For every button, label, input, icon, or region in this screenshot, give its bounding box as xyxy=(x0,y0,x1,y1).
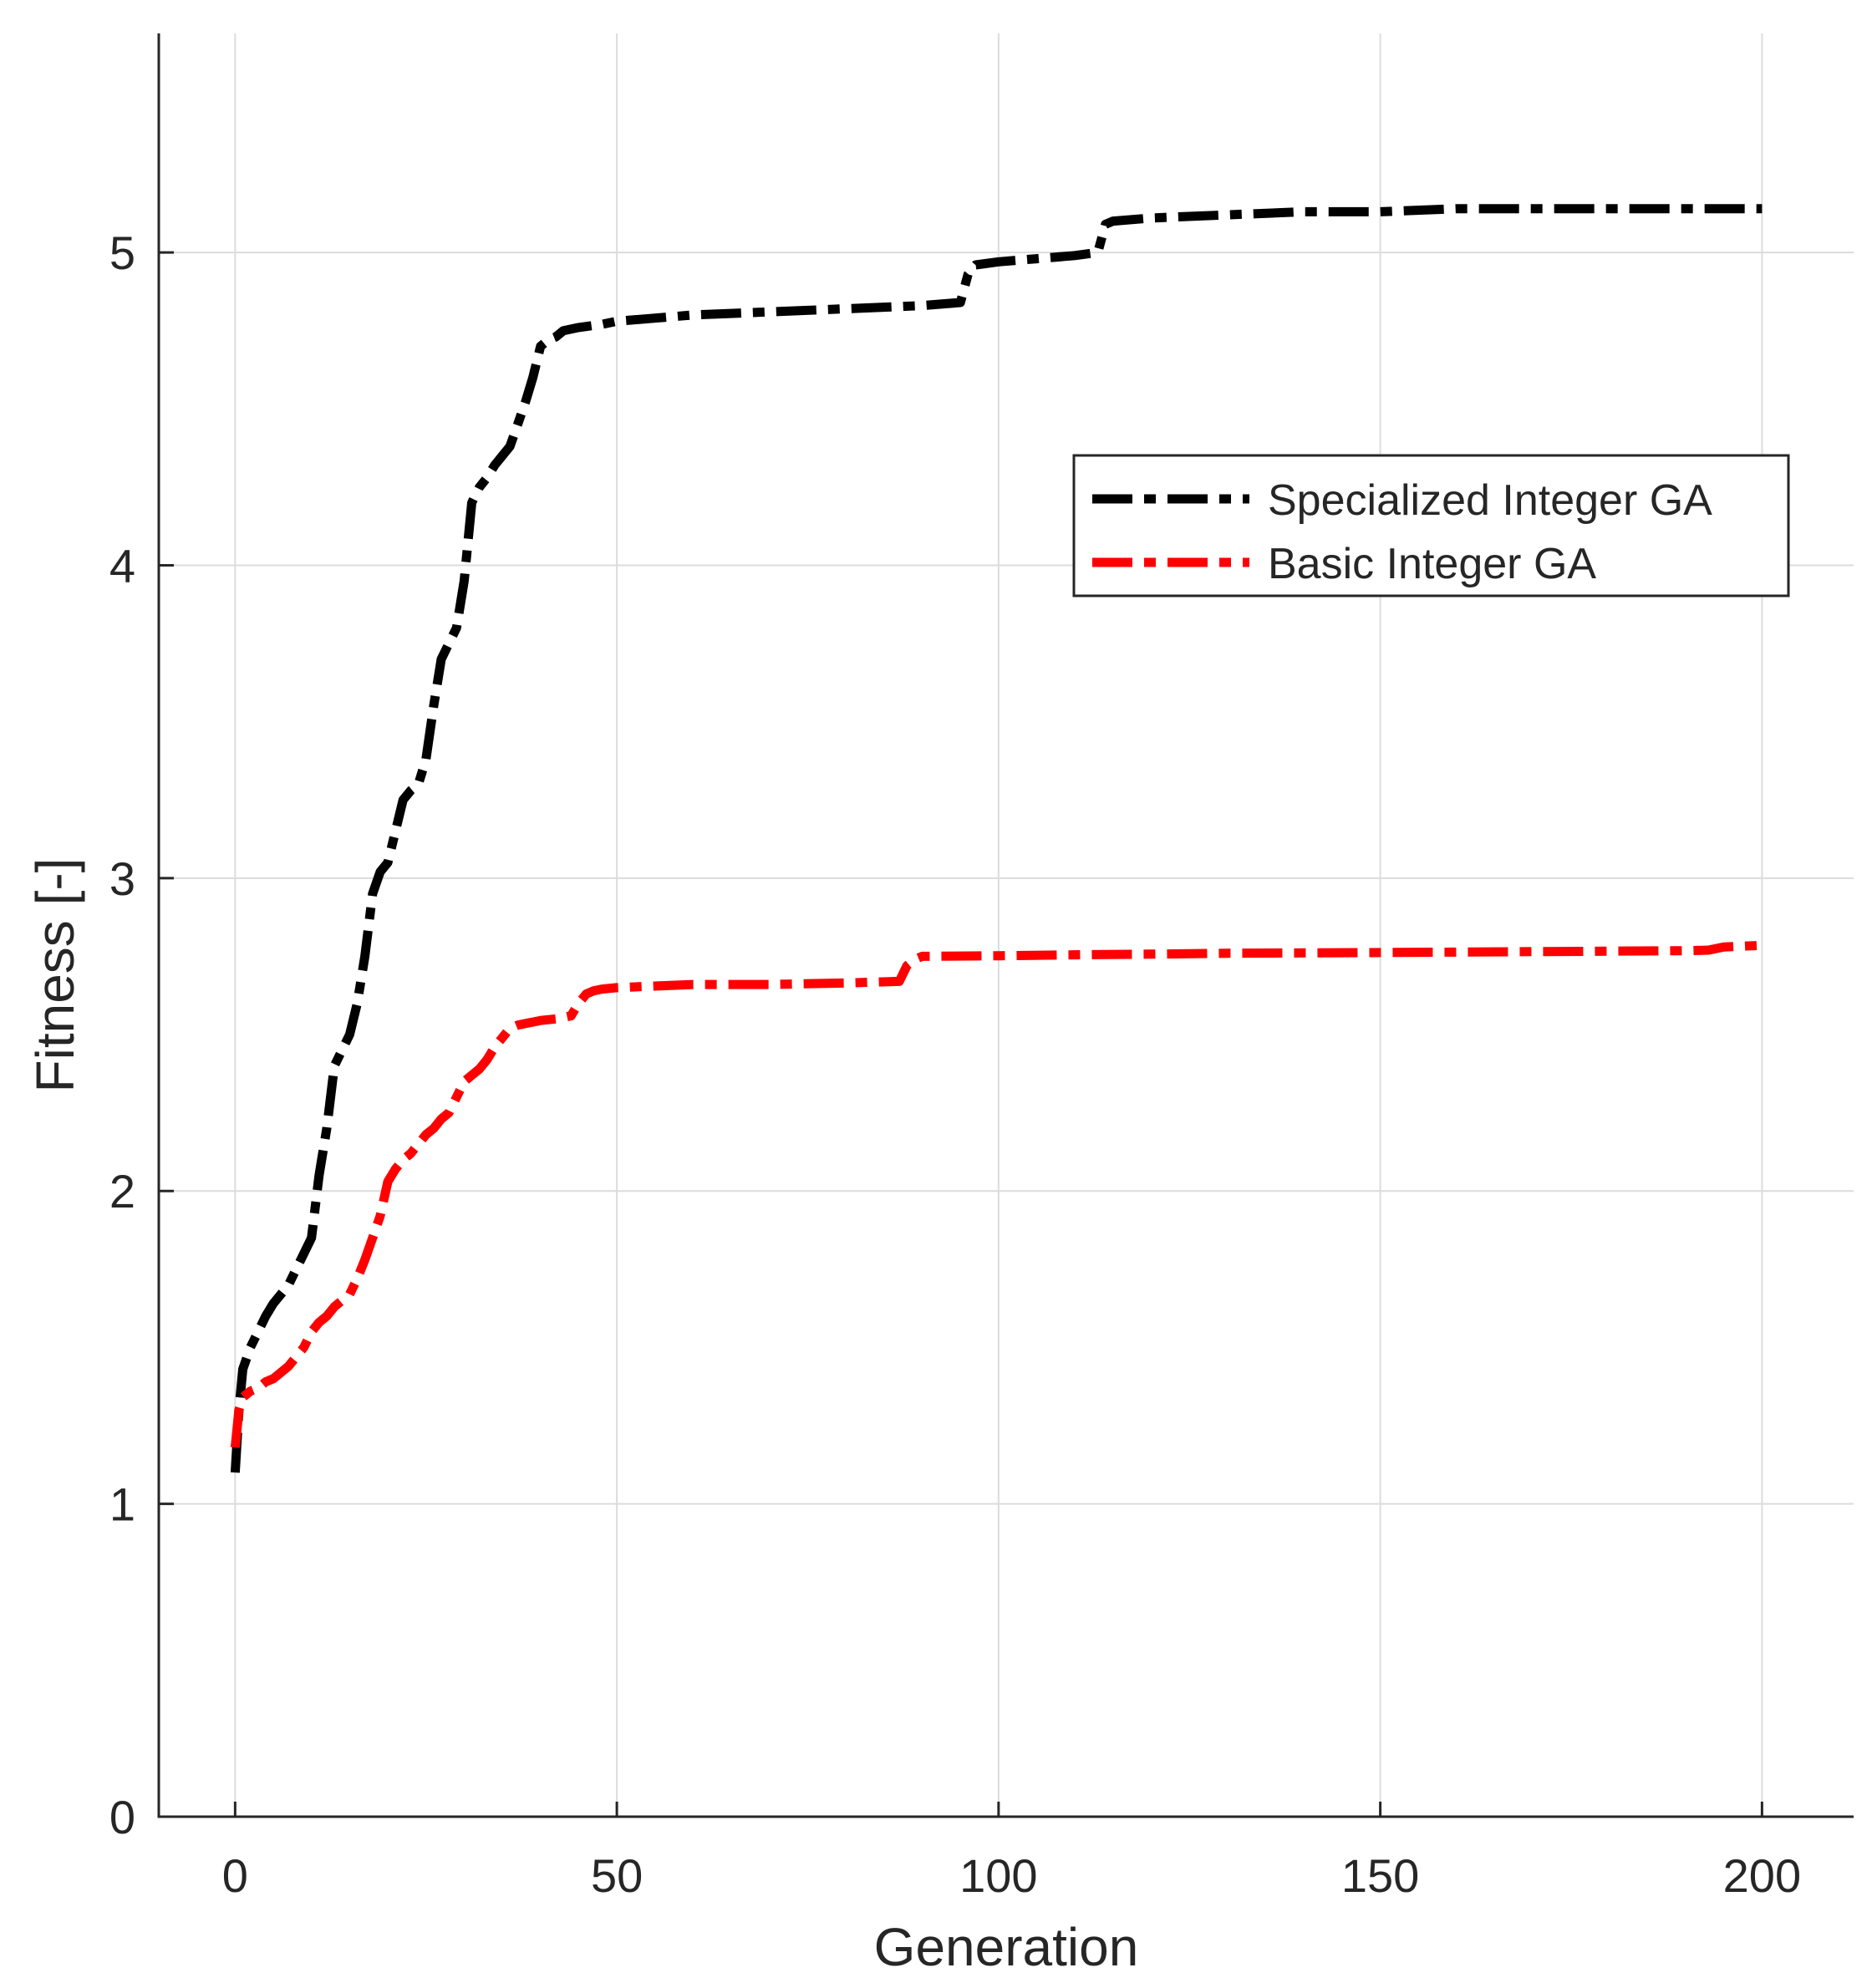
legend-box xyxy=(1072,454,1790,597)
x-tick-label-3: 150 xyxy=(1341,1849,1419,1902)
legend-label-0: Specialized Integer GA xyxy=(1268,476,1712,525)
x-tick-label-4: 200 xyxy=(1723,1849,1801,1902)
grid xyxy=(159,33,1854,1818)
series-line-1 xyxy=(230,940,1763,1448)
y-tick-label-2: 2 xyxy=(109,1165,135,1218)
legend: Specialized Integer GA Basic Integer GA xyxy=(1072,454,1790,597)
axis-lines xyxy=(157,33,1854,1818)
series-line-0 xyxy=(230,204,1763,1473)
x-tick-label-2: 100 xyxy=(959,1849,1037,1902)
y-tick-label-0: 0 xyxy=(109,1791,135,1843)
y-tick-label-5: 5 xyxy=(109,226,135,279)
series-layer xyxy=(230,204,1763,1473)
tick-labels: 0 50 100 150 200 0 1 2 3 4 5 xyxy=(109,226,1801,1902)
y-axis-label: Fitness [-] xyxy=(25,858,85,1093)
x-tick-label-1: 50 xyxy=(591,1849,643,1902)
x-axis-label: Generation xyxy=(874,1917,1139,1977)
y-tick-label-3: 3 xyxy=(109,852,135,905)
x-tick-label-0: 0 xyxy=(222,1849,248,1902)
axes xyxy=(157,33,1854,1818)
y-tick-label-4: 4 xyxy=(109,539,135,592)
y-tick-label-1: 1 xyxy=(109,1478,135,1531)
legend-label-1: Basic Integer GA xyxy=(1268,540,1596,588)
